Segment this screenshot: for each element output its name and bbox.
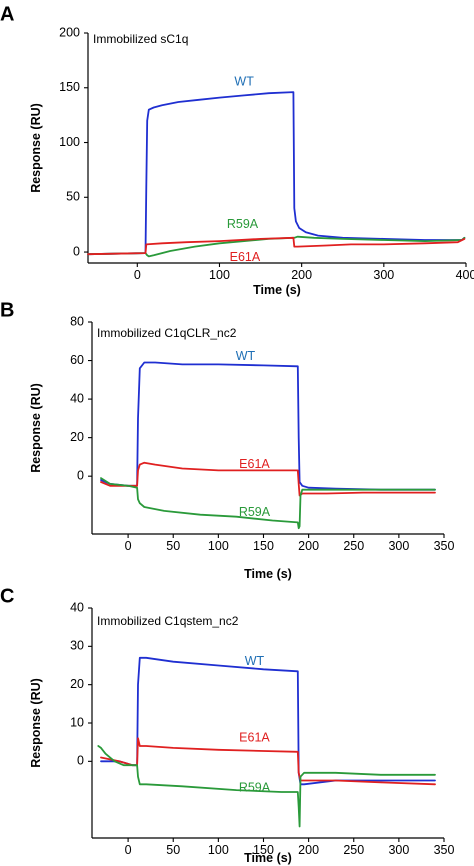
panel-letter: A bbox=[0, 3, 14, 25]
x-tick-label: 0 bbox=[134, 268, 141, 282]
x-tick-label: 0 bbox=[125, 843, 132, 857]
x-tick-label: 200 bbox=[298, 539, 319, 553]
y-tick-label: 30 bbox=[70, 639, 84, 653]
y-tick-label: 20 bbox=[70, 430, 84, 444]
panel-b: B 0 20 40 60 80 0 50 100 150 200 250 300 350 Time (s) R… bbox=[0, 299, 454, 581]
x-tick-label: 200 bbox=[298, 843, 319, 857]
trace-e61a bbox=[100, 461, 436, 497]
x-tick-label: 350 bbox=[434, 539, 455, 553]
series-label-r59a: R59A bbox=[239, 505, 271, 519]
immobilized-label: Immobilized C1qCLR_nc2 bbox=[97, 326, 237, 340]
x-tick-label: 100 bbox=[209, 268, 230, 282]
y-axis-title: Response (RU) bbox=[29, 678, 43, 768]
y-tick-label: 20 bbox=[70, 677, 84, 691]
series-label-wt: WT bbox=[236, 349, 256, 363]
series-label-r59a: R59A bbox=[239, 780, 271, 794]
panel-a: A 0 50 100 150 200 0 100 200 300 400 Time (s) Respon… bbox=[0, 3, 474, 297]
y-tick-label: 40 bbox=[70, 600, 84, 614]
series-label-e61a: E61A bbox=[239, 457, 270, 471]
x-tick-label: 300 bbox=[388, 539, 409, 553]
x-tick-label: 150 bbox=[253, 843, 274, 857]
y-tick-label: 60 bbox=[70, 353, 84, 367]
trace-r59a bbox=[97, 745, 436, 828]
y-tick-label: 100 bbox=[59, 135, 80, 149]
panel-letter: B bbox=[0, 299, 14, 321]
trace-wt bbox=[100, 656, 436, 786]
x-tick-label: 150 bbox=[253, 539, 274, 553]
x-tick-label: 250 bbox=[343, 539, 364, 553]
trace-r59a bbox=[100, 477, 436, 530]
x-tick-label: 350 bbox=[434, 843, 455, 857]
y-tick-label: 40 bbox=[70, 391, 84, 405]
x-tick-label: 300 bbox=[373, 268, 394, 282]
x-tick-label: 250 bbox=[343, 843, 364, 857]
y-axis-title: Response (RU) bbox=[29, 103, 43, 193]
x-tick-label: 100 bbox=[208, 539, 229, 553]
panel-letter: C bbox=[0, 585, 14, 607]
x-tick-label: 400 bbox=[456, 268, 474, 282]
x-axis-title: Time (s) bbox=[253, 283, 301, 297]
panel-c: C 0 10 20 30 40 0 50 100 150 200 250 300 350 Time (s) R… bbox=[0, 585, 454, 865]
trace-wt bbox=[87, 91, 466, 256]
x-tick-label: 300 bbox=[388, 843, 409, 857]
y-tick-label: 10 bbox=[70, 715, 84, 729]
series-label-r59a: R59A bbox=[227, 217, 259, 231]
y-axis-title: Response (RU) bbox=[29, 383, 43, 473]
y-tick-label: 200 bbox=[59, 25, 80, 39]
y-tick-label: 0 bbox=[77, 468, 84, 482]
series-label-e61a: E61A bbox=[230, 250, 261, 264]
series-label-e61a: E61A bbox=[239, 731, 270, 745]
y-tick-label: 0 bbox=[77, 754, 84, 768]
x-tick-label: 50 bbox=[166, 843, 180, 857]
y-tick-label: 150 bbox=[59, 80, 80, 94]
trace-e61a bbox=[100, 737, 436, 786]
y-tick-label: 80 bbox=[70, 314, 84, 328]
series-label-wt: WT bbox=[234, 75, 254, 89]
x-tick-label: 200 bbox=[291, 268, 312, 282]
trace-e61a bbox=[87, 236, 466, 256]
x-axis-title: Time (s) bbox=[244, 567, 292, 581]
immobilized-label: Immobilized C1qstem_nc2 bbox=[97, 614, 239, 628]
x-tick-label: 0 bbox=[125, 539, 132, 553]
immobilized-label: Immobilized sC1q bbox=[93, 32, 188, 46]
y-tick-label: 50 bbox=[66, 190, 80, 204]
x-tick-label: 100 bbox=[208, 843, 229, 857]
x-tick-label: 50 bbox=[166, 539, 180, 553]
y-tick-label: 0 bbox=[73, 244, 80, 258]
x-axis-title: Time (s) bbox=[244, 851, 292, 865]
series-label-wt: WT bbox=[245, 654, 265, 668]
